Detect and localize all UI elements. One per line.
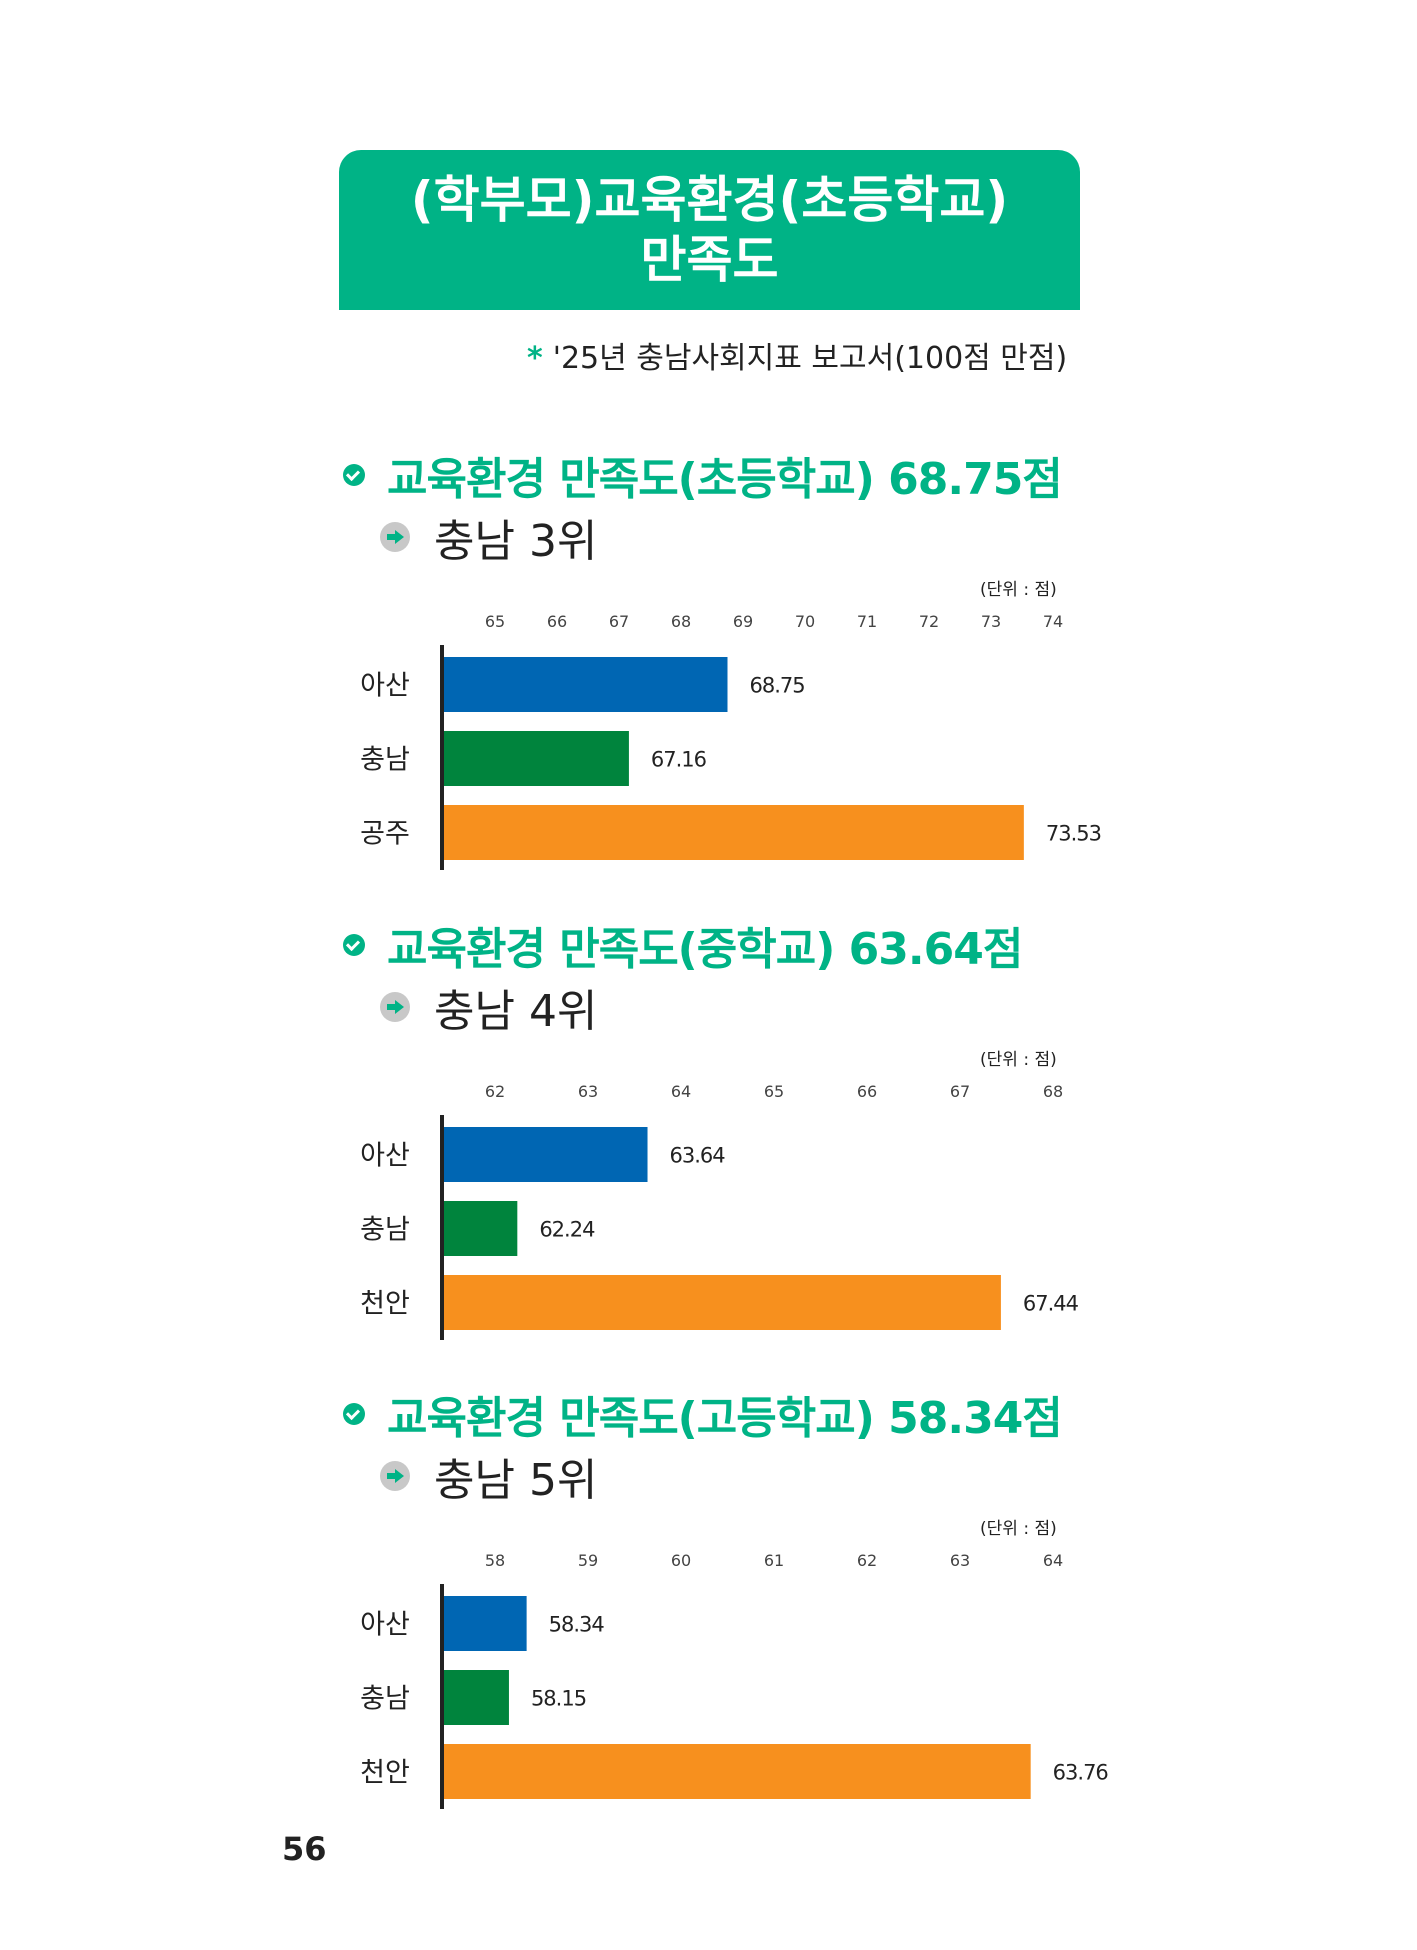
x-tick-label: 59 [578,1551,598,1570]
rank-line: 충남 5위 [380,1446,597,1506]
bar-chart-high: 58 59 60 61 62 63 64 아산 58.34 충남 58.15 천안 63.76 [360,1551,1109,1809]
chart-section-middle: 교육환경 만족도(중학교) 63.64점 충남 4위 (단위 : 점) 62 63… [0,915,1417,1375]
x-tick-label: 63 [578,1082,598,1101]
x-tick-label: 60 [671,1551,691,1570]
category-label: 아산 [360,1610,410,1641]
asterisk-icon: * [527,341,543,376]
source-note: * '25년 충남사회지표 보고서(100점 만점) [527,333,1067,377]
x-tick-label: 65 [485,612,505,631]
bar [443,1275,1001,1330]
bar [443,1744,1031,1799]
arrow-right-icon [380,992,410,1022]
x-tick-label: 67 [609,612,629,631]
category-label: 천안 [360,1289,410,1320]
x-tick-label: 66 [857,1082,877,1101]
banner-title-line1: (학부모)교육환경(초등학교) [410,171,1009,229]
x-tick-label: 61 [764,1551,784,1570]
x-tick-label: 58 [485,1551,505,1570]
value-label: 58.34 [549,1613,605,1637]
check-circle-icon [343,934,365,956]
value-label: 63.64 [670,1144,726,1168]
value-label: 67.44 [1023,1292,1079,1316]
x-tick-label: 72 [919,612,939,631]
value-label: 58.15 [531,1687,586,1711]
chart-title: 교육환경 만족도(고등학교) 58.34점 [387,1393,1063,1444]
x-tick-label: 69 [733,612,753,631]
arrow-right-icon [380,522,410,552]
section-title: 교육환경 만족도(초등학교) 68.75점 [343,445,1063,505]
bar [443,805,1024,860]
x-tick-label: 68 [1043,1082,1063,1101]
x-tick-label: 64 [671,1082,691,1101]
check-circle-icon [343,464,365,486]
title-banner: (학부모)교육환경(초등학교) 만족도 [339,150,1080,310]
value-label: 62.24 [539,1218,595,1242]
chart-section-elementary: 교육환경 만족도(초등학교) 68.75점 충남 3위 (단위 : 점) 65 6… [0,445,1417,905]
chart-title: 교육환경 만족도(초등학교) 68.75점 [387,454,1063,505]
category-label: 아산 [360,671,410,702]
bar [443,1127,648,1182]
x-tick-label: 73 [981,612,1001,631]
x-tick-label: 64 [1043,1551,1063,1570]
x-tick-label: 68 [671,612,691,631]
x-tick-label: 70 [795,612,815,631]
chart-subtitle: 충남 3위 [434,516,598,567]
rank-line: 충남 4위 [380,977,597,1037]
category-label: 공주 [360,819,410,850]
x-tick-label: 62 [485,1082,505,1101]
category-label: 충남 [360,1684,410,1715]
bar-chart-elementary: 65 66 67 68 69 70 71 72 73 74 아산 68.75 충남 67.16 공주 73.5… [360,612,1102,870]
unit-label: (단위 : 점) [980,1519,1057,1539]
bar [443,1670,509,1725]
x-tick-label: 71 [857,612,877,631]
bar [443,657,728,712]
chart-subtitle: 충남 5위 [434,1455,598,1506]
x-tick-label: 62 [857,1551,877,1570]
x-tick-label: 67 [950,1082,970,1101]
x-tick-label: 74 [1043,612,1063,631]
chart-subtitle: 충남 4위 [434,986,598,1037]
bar-chart-middle: 62 63 64 65 66 67 68 아산 63.64 충남 62.24 천안 67.44 [360,1082,1080,1340]
unit-label: (단위 : 점) [980,580,1057,600]
bar [443,1201,518,1256]
arrow-right-icon [380,1461,410,1491]
section-title: 교육환경 만족도(고등학교) 58.34점 [343,1384,1063,1444]
source-text: '25년 충남사회지표 보고서(100점 만점) [552,341,1068,376]
category-label: 아산 [360,1141,410,1172]
bar [443,731,629,786]
category-label: 충남 [360,1215,410,1246]
page-number: 56 [282,1830,327,1868]
chart-title: 교육환경 만족도(중학교) 63.64점 [387,924,1023,975]
unit-label: (단위 : 점) [980,1050,1057,1070]
value-label: 63.76 [1053,1761,1109,1785]
check-circle-icon [343,1403,365,1425]
chart-section-high: 교육환경 만족도(고등학교) 58.34점 충남 5위 (단위 : 점) 58 5… [0,1384,1417,1844]
x-tick-label: 66 [547,612,567,631]
value-label: 67.16 [651,748,707,772]
section-title: 교육환경 만족도(중학교) 63.64점 [343,915,1023,975]
bar [443,1596,527,1651]
x-tick-label: 63 [950,1551,970,1570]
category-label: 충남 [360,745,410,776]
category-label: 천안 [360,1758,410,1789]
value-label: 73.53 [1046,822,1101,846]
x-tick-label: 65 [764,1082,784,1101]
value-label: 68.75 [750,674,805,698]
banner-title-line2: 만족도 [640,231,779,289]
rank-line: 충남 3위 [380,507,597,567]
